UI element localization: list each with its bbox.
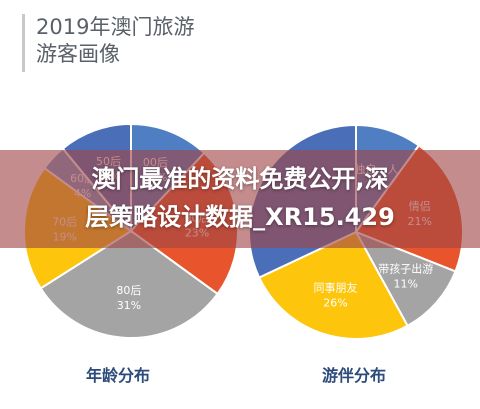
title-line-1: 2019年澳门旅游	[36, 15, 195, 39]
overlay-banner-text: 澳门最准的资料免费公开,深 层策略设计数据_XR15.429	[0, 160, 480, 236]
overlay-banner	[0, 150, 480, 248]
pie-1-label-2-1: 11%	[394, 277, 418, 290]
pie-0-label-2-1: 31%	[117, 299, 141, 312]
page-title: 2019年澳门旅游 游客画像	[36, 14, 194, 68]
title-line-2: 游客画像	[36, 42, 120, 66]
pie-1-label-3-0: 同事朋友	[313, 281, 357, 295]
pie-0-label-2-0: 80后	[116, 284, 141, 297]
title-accent-bar	[22, 14, 25, 72]
pie-0-slice-2	[39, 229, 219, 339]
banner-line-1: 澳门最准的资料免费公开,深	[91, 165, 389, 193]
pie-1-label-3-1: 26%	[323, 297, 347, 310]
pie-1-slice-3	[257, 230, 409, 340]
pie-1-label-2-0: 带孩子出游	[378, 261, 433, 275]
chart-title-companion: 游伴分布	[322, 366, 387, 385]
chart-title-age: 年龄分布	[86, 366, 151, 385]
banner-line-2: 层策略设计数据_XR15.429	[85, 203, 395, 231]
pie-1-slice-2	[353, 230, 457, 328]
